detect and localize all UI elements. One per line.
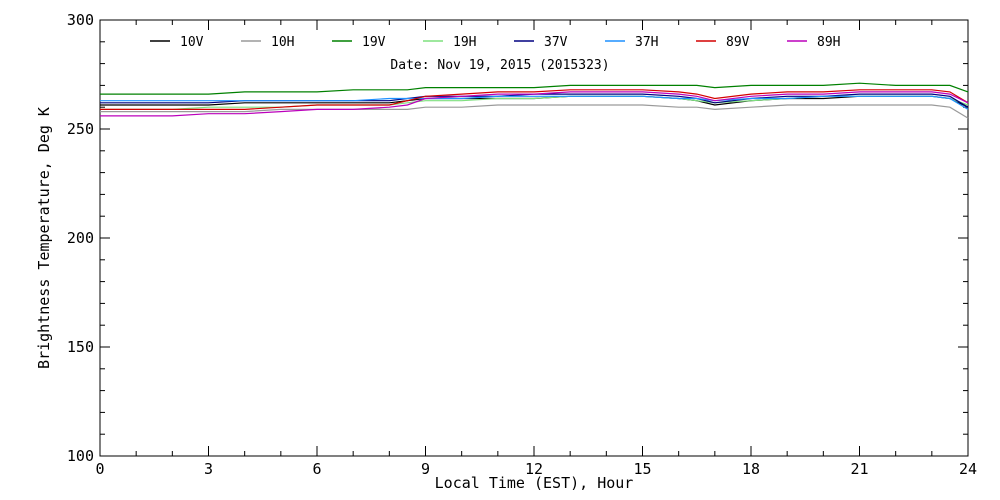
y-tick-label: 150 <box>67 338 94 356</box>
series-line-37h <box>100 95 969 110</box>
x-tick-label: 18 <box>742 460 760 478</box>
y-tick-label: 250 <box>67 120 94 138</box>
x-tick-label: 6 <box>312 460 321 478</box>
series-line-89h <box>100 91 969 117</box>
y-axis-label: Brightness Temperature, Deg K <box>35 107 53 369</box>
x-tick-label: 3 <box>204 460 213 478</box>
x-tick-label: 24 <box>959 460 977 478</box>
legend-label-19h: 19H <box>453 35 476 50</box>
legend-label-10h: 10H <box>271 35 294 50</box>
x-axis-ticks: 0 3 6 9 12 15 18 21 24 <box>95 20 977 478</box>
series-line-19h <box>100 95 969 111</box>
y-tick-label: 100 <box>67 447 94 465</box>
y-tick-label: 200 <box>67 229 94 247</box>
x-tick-label: 9 <box>421 460 430 478</box>
series-line-10h <box>100 104 969 119</box>
legend-label-10v: 10V <box>180 35 204 50</box>
legend-label-89h: 89H <box>817 35 840 50</box>
legend-label-19v: 19V <box>362 35 386 50</box>
y-axis-ticks: 100 150 200 250 300 <box>67 11 968 465</box>
y-tick-label: 300 <box>67 11 94 29</box>
legend-label-89v: 89V <box>726 35 750 50</box>
x-axis-label: Local Time (EST), Hour <box>435 474 634 492</box>
chart-title: Date: Nov 19, 2015 (2015323) <box>390 58 609 73</box>
x-tick-label: 21 <box>850 460 868 478</box>
legend-label-37v: 37V <box>544 35 568 50</box>
legend: 10V 10H 19V 19H 37V 37H 89V 89H <box>150 35 840 50</box>
series-lines <box>100 82 969 119</box>
series-line-89v <box>100 89 969 111</box>
legend-label-37h: 37H <box>635 35 658 50</box>
series-line-19v <box>100 82 969 95</box>
x-tick-label: 15 <box>633 460 651 478</box>
plot-frame <box>99 19 969 457</box>
x-tick-label: 0 <box>95 460 104 478</box>
x-tick-label: 12 <box>525 460 543 478</box>
